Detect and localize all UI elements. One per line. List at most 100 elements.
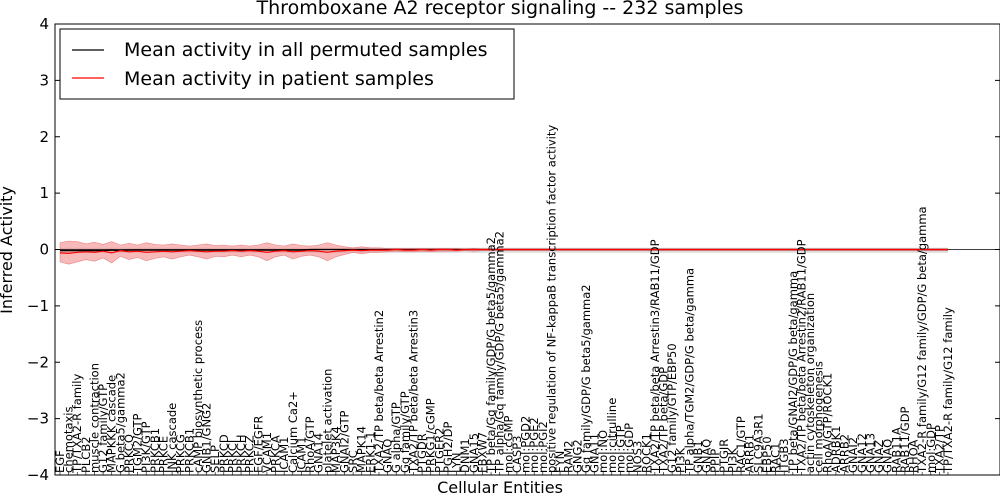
category-label: GNAQ <box>881 439 895 473</box>
category-label: PRKG1/cGMP <box>424 398 438 473</box>
category-label: MAPK14 <box>355 426 369 473</box>
legend-permuted-label: Mean activity in all permuted samples <box>124 39 487 61</box>
category-label: EGF/EGFR <box>251 416 265 473</box>
category-label: TXA2/TP beta/beta Arrestin3/RAB11/GDP <box>648 239 662 474</box>
category-label: mol:NO <box>596 430 610 473</box>
category-label: chemotaxis <box>62 406 76 472</box>
category-label: GNAI2/GTP <box>338 411 352 473</box>
series-line-patient <box>59 248 948 255</box>
category-label: PRKCB1 <box>148 428 162 473</box>
chart-title: Thromboxane A2 receptor signaling -- 232… <box>256 0 744 19</box>
ticks-layer: 4 3 2 1 0 −1 −2 −3 −4 <box>27 15 1000 484</box>
category-label: Gq family/GTP <box>398 391 412 473</box>
category-label: G12 family/GTP <box>96 384 110 473</box>
category-label: G beta5/gamma2 <box>113 372 127 473</box>
category-label: GNA14 <box>312 433 326 473</box>
category-label: PRKCA <box>269 435 283 473</box>
category-label: muscle contraction <box>88 363 102 473</box>
category-label: DNM1 <box>458 438 472 473</box>
legend-box <box>59 28 515 100</box>
category-label: GNAZ <box>872 440 886 473</box>
category-label: JNK cascade <box>165 403 179 474</box>
category-label: cell morphogenesis <box>812 361 826 473</box>
category-label: cAMP biosynthetic process <box>191 320 205 473</box>
category-label: PPIP <box>708 449 722 473</box>
category-label: PRKCH <box>234 434 248 473</box>
category-label: TP alpha/TGM2/GDP/G beta/gamma <box>682 268 696 474</box>
category-label: SRC <box>346 450 360 473</box>
category-label: EGF <box>53 450 67 473</box>
category-label: TXA2/TP beta/beta Arrestin2/RAB11/GDP <box>794 239 808 474</box>
plot-frame <box>54 23 1000 476</box>
y-tick-label: 1 <box>39 184 49 202</box>
category-label: GNG2 <box>570 439 584 473</box>
category-label: GNA15 <box>467 433 481 473</box>
category-label: mol:citrulline <box>605 398 619 473</box>
category-label: RAB11A <box>889 427 903 473</box>
category-label: ICAM1 <box>294 436 308 473</box>
category-label: PI3K <box>726 447 740 473</box>
category-label: G alpha/GTP <box>389 402 403 473</box>
category-label: FBXW7 <box>475 432 489 473</box>
category-label: PI3K/GTP <box>139 421 153 473</box>
category-label: Gq family/GDP/G beta5/gamma2 <box>579 284 593 473</box>
category-label: TP/TXA2-R family <box>70 374 84 474</box>
category-label: GNA12 <box>855 433 869 473</box>
category-label: RhoA/GTP/ROCK1 <box>820 373 834 473</box>
category-label: SELP <box>208 445 222 473</box>
category-label: mol:GDP <box>622 423 636 473</box>
category-label: RHOA <box>907 439 921 472</box>
category-label: TGM2/GTP <box>131 413 145 474</box>
category-label: PI3K <box>674 447 688 473</box>
category-label: mol:PGE2 <box>527 417 541 473</box>
category-label: mol:cGMP <box>501 416 515 473</box>
category-label: PRKCD <box>217 434 231 473</box>
category-label: GNB1 <box>691 440 705 473</box>
category-label: platelet activation <box>320 369 334 474</box>
category-label: ARRB2 <box>838 434 852 473</box>
category-label: PLCB2 <box>79 436 93 473</box>
category-label: GNA11 <box>588 433 602 473</box>
y-tick-label: −3 <box>27 410 49 428</box>
legend-patient-label: Mean activity in patient samples <box>124 68 434 90</box>
category-label: EBP50 <box>760 436 774 473</box>
category-label: RAC1 <box>769 442 783 473</box>
category-label: ITGB3 <box>777 438 791 473</box>
category-label: PTGDR <box>415 433 429 473</box>
lines-layer <box>59 248 948 255</box>
y-axis-label: Inferred Activity <box>0 186 16 314</box>
category-label: MAPKKK cascade <box>105 375 119 473</box>
category-label: PRKCB1 <box>182 428 196 473</box>
category-label: mol:GDP <box>924 423 938 473</box>
y-tick-label: −2 <box>27 353 49 371</box>
y-tick-label: 4 <box>39 15 49 33</box>
category-label: CASP3 <box>510 436 524 473</box>
category-label: mol:PGI2 <box>536 421 550 473</box>
category-label: PRKCZ <box>243 435 257 473</box>
category-label: TXA2/TP <box>932 425 946 474</box>
category-label: RAB11/GDP <box>898 406 912 473</box>
category-label: TXA2-R family/G12 family/GDP/G beta/gamm… <box>915 206 929 474</box>
category-label: GNB1/GNG2 <box>200 403 214 473</box>
patient-band <box>59 240 949 265</box>
category-label: PRKCI <box>225 440 239 473</box>
category-label: positive regulation of NF-kappaB transcr… <box>544 125 558 473</box>
category-label: PTGER2 <box>432 428 446 473</box>
legend: Mean activity in all permuted samples Me… <box>59 28 515 100</box>
category-label: TP alpha/Gq family/GDP/G beta5/gamma2 <box>493 231 507 474</box>
category-label: LYN <box>450 453 464 474</box>
category-label: GNA13 <box>863 433 877 473</box>
category-label: RAM2 <box>562 440 576 473</box>
category-label: ICAM1 <box>277 437 291 474</box>
category-label: mol:PGD2 <box>519 416 533 473</box>
category-label: Calcium Ca2+ <box>286 391 300 473</box>
category-label: PRKCQ <box>122 434 136 473</box>
category-label: ROCK1 <box>639 433 653 473</box>
y-tick-label: −4 <box>27 466 49 484</box>
category-label: actin cytoskeleton organization <box>803 293 817 473</box>
x-axis-label: Cellular Entities <box>437 478 563 497</box>
category-label: RAC1/GTP <box>734 416 748 473</box>
category-label: MAP3K4 <box>329 426 343 473</box>
category-label: FYN <box>553 451 567 473</box>
